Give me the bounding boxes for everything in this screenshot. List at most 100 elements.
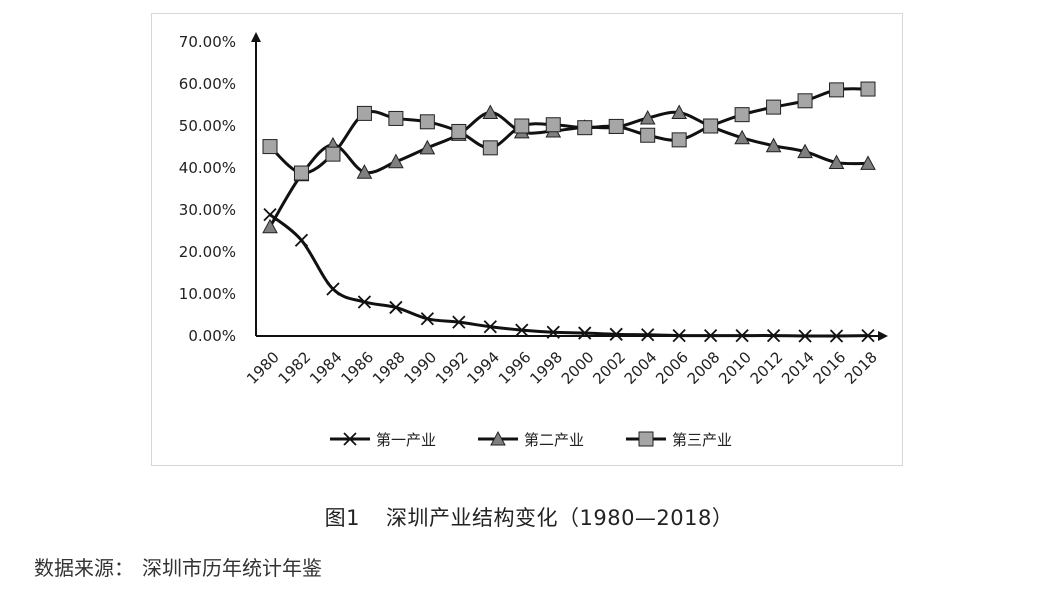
legend-item: 第二产业 — [478, 430, 584, 449]
point-square-marker — [545, 117, 561, 133]
point-x-marker — [294, 233, 309, 247]
point-square-marker — [388, 110, 404, 126]
x-tick-label: 1980 — [243, 348, 283, 388]
point-x-marker — [641, 328, 655, 342]
point-x-marker — [515, 323, 529, 337]
point-triangle-marker — [639, 109, 656, 125]
x-tick-label: 1984 — [306, 348, 346, 388]
point-square-marker — [577, 120, 593, 136]
point-x-marker — [483, 320, 497, 334]
point-x-marker — [357, 295, 372, 309]
point-x-marker — [578, 326, 592, 340]
point-square-marker — [860, 81, 876, 97]
point-x-marker — [766, 328, 781, 343]
figure-title: 深圳产业结构变化（1980—2018） — [385, 506, 734, 530]
x-axis-ticks: 1980198219841986198819901992199419961998… — [243, 348, 881, 388]
series-layer — [262, 81, 876, 343]
point-square-marker — [608, 118, 624, 134]
point-triangle-marker — [490, 430, 506, 446]
point-square-marker — [638, 431, 654, 447]
point-x-marker — [829, 329, 844, 343]
x-tick-label: 1998 — [526, 348, 566, 388]
point-x-marker — [735, 328, 749, 343]
y-axis-arrow — [251, 32, 261, 42]
x-tick-label: 2012 — [747, 348, 787, 388]
x-tick-label: 1990 — [400, 348, 440, 388]
point-triangle-marker — [356, 164, 373, 179]
point-square-marker — [640, 127, 656, 143]
point-x-marker — [546, 325, 560, 339]
x-tick-label: 2000 — [558, 348, 598, 388]
point-square-marker — [293, 165, 309, 181]
figure-caption: 图1 深圳产业结构变化（1980—2018） — [0, 502, 1058, 532]
y-tick-label: 40.00% — [179, 159, 236, 177]
legend-label: 第一产业 — [376, 431, 436, 449]
x-axis-arrow — [878, 331, 888, 341]
y-axis-ticks: 0.00% 10.00% 20.00% 30.00% 40.00% 50.00% 60.00… — [179, 33, 236, 345]
point-triangle-marker — [671, 104, 687, 120]
chart-frame: 0.00% 10.00% 20.00% 30.00% 40.00% 50.00% 60.00… — [151, 13, 903, 466]
point-square-marker — [419, 114, 435, 130]
point-x-marker — [798, 329, 812, 343]
series-square — [262, 81, 876, 181]
legend-item: 第三产业 — [626, 431, 732, 449]
y-tick-label: 60.00% — [179, 75, 236, 93]
x-tick-label: 2014 — [778, 348, 818, 388]
point-triangle-marker — [860, 155, 876, 170]
point-square-marker — [829, 82, 845, 98]
point-triangle-marker — [388, 153, 404, 169]
point-x-marker — [452, 315, 466, 329]
series-line — [269, 213, 869, 338]
point-x-marker — [609, 327, 623, 341]
x-tick-label: 1986 — [338, 348, 378, 388]
point-square-marker — [325, 146, 341, 162]
line-chart: 0.00% 10.00% 20.00% 30.00% 40.00% 50.00% 60.00… — [179, 32, 888, 449]
point-x-marker — [861, 328, 875, 343]
x-tick-label: 2008 — [684, 348, 724, 388]
source-label: 数据来源： — [34, 556, 134, 580]
x-tick-label: 2016 — [810, 348, 850, 388]
point-square-marker — [482, 140, 498, 156]
x-tick-label: 2018 — [841, 348, 881, 388]
chart-axes — [251, 32, 888, 341]
y-tick-label: 50.00% — [179, 117, 236, 135]
point-square-marker — [262, 139, 278, 155]
y-tick-label: 20.00% — [179, 243, 236, 261]
point-square-marker — [703, 118, 719, 134]
point-triangle-marker — [482, 104, 499, 120]
point-triangle-marker — [734, 129, 750, 145]
series-line — [268, 110, 869, 228]
source-note: 数据来源： 深圳市历年统计年鉴 — [34, 552, 322, 581]
point-triangle-marker — [262, 218, 278, 234]
point-x-marker — [343, 432, 357, 446]
series-x — [263, 207, 875, 343]
x-tick-label: 2004 — [621, 348, 661, 388]
point-triangle-marker — [419, 139, 436, 155]
point-square-marker — [797, 93, 813, 109]
point-square-marker — [514, 118, 530, 134]
x-tick-label: 2010 — [715, 348, 755, 388]
point-x-marker — [703, 328, 718, 343]
point-triangle-marker — [828, 154, 845, 170]
x-tick-label: 1996 — [495, 348, 535, 388]
point-square-marker — [671, 132, 687, 148]
point-triangle-marker — [797, 143, 813, 159]
legend-item: 第一产业 — [330, 431, 436, 449]
point-x-marker — [672, 328, 686, 343]
y-tick-label: 10.00% — [179, 285, 236, 303]
x-tick-label: 1992 — [432, 348, 472, 388]
point-x-marker — [326, 282, 340, 296]
x-tick-label: 1982 — [275, 348, 315, 388]
point-square-marker — [734, 107, 750, 123]
point-square-marker — [356, 105, 372, 121]
legend-label: 第三产业 — [672, 431, 732, 449]
chart-legend: 第一产业 第二产业 第三产业 — [330, 430, 732, 449]
point-triangle-marker — [765, 137, 782, 153]
y-tick-label: 0.00% — [188, 327, 236, 345]
x-tick-label: 2002 — [589, 348, 629, 388]
legend-label: 第二产业 — [524, 431, 584, 449]
x-tick-label: 1994 — [463, 348, 503, 388]
y-tick-label: 70.00% — [179, 33, 236, 51]
point-x-marker — [420, 312, 435, 326]
x-tick-label: 1988 — [369, 348, 409, 388]
